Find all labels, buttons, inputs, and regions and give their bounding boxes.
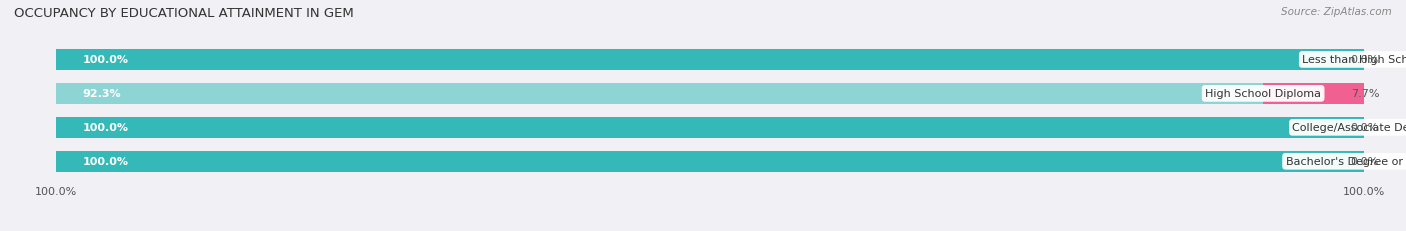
Text: Source: ZipAtlas.com: Source: ZipAtlas.com: [1281, 7, 1392, 17]
Text: 0.0%: 0.0%: [1351, 123, 1379, 133]
Text: 92.3%: 92.3%: [83, 89, 121, 99]
Bar: [56, 50, 1364, 71]
Text: 100.0%: 100.0%: [83, 55, 128, 65]
Bar: [56, 151, 1364, 172]
Text: Bachelor's Degree or higher: Bachelor's Degree or higher: [1285, 157, 1406, 167]
Text: 100.0%: 100.0%: [83, 123, 128, 133]
Text: College/Associate Degree: College/Associate Degree: [1292, 123, 1406, 133]
Text: 0.0%: 0.0%: [1351, 157, 1379, 167]
Bar: [56, 83, 1364, 104]
Text: High School Diploma: High School Diploma: [1205, 89, 1322, 99]
Bar: [56, 151, 1364, 172]
Text: 100.0%: 100.0%: [83, 157, 128, 167]
Bar: [56, 83, 1263, 104]
Text: 0.0%: 0.0%: [1351, 55, 1379, 65]
Text: Less than High School: Less than High School: [1302, 55, 1406, 65]
Bar: [56, 117, 1364, 138]
Bar: [1263, 83, 1364, 104]
Bar: [56, 117, 1364, 138]
Text: OCCUPANCY BY EDUCATIONAL ATTAINMENT IN GEM: OCCUPANCY BY EDUCATIONAL ATTAINMENT IN G…: [14, 7, 354, 20]
Bar: [56, 50, 1364, 71]
Text: 7.7%: 7.7%: [1351, 89, 1379, 99]
